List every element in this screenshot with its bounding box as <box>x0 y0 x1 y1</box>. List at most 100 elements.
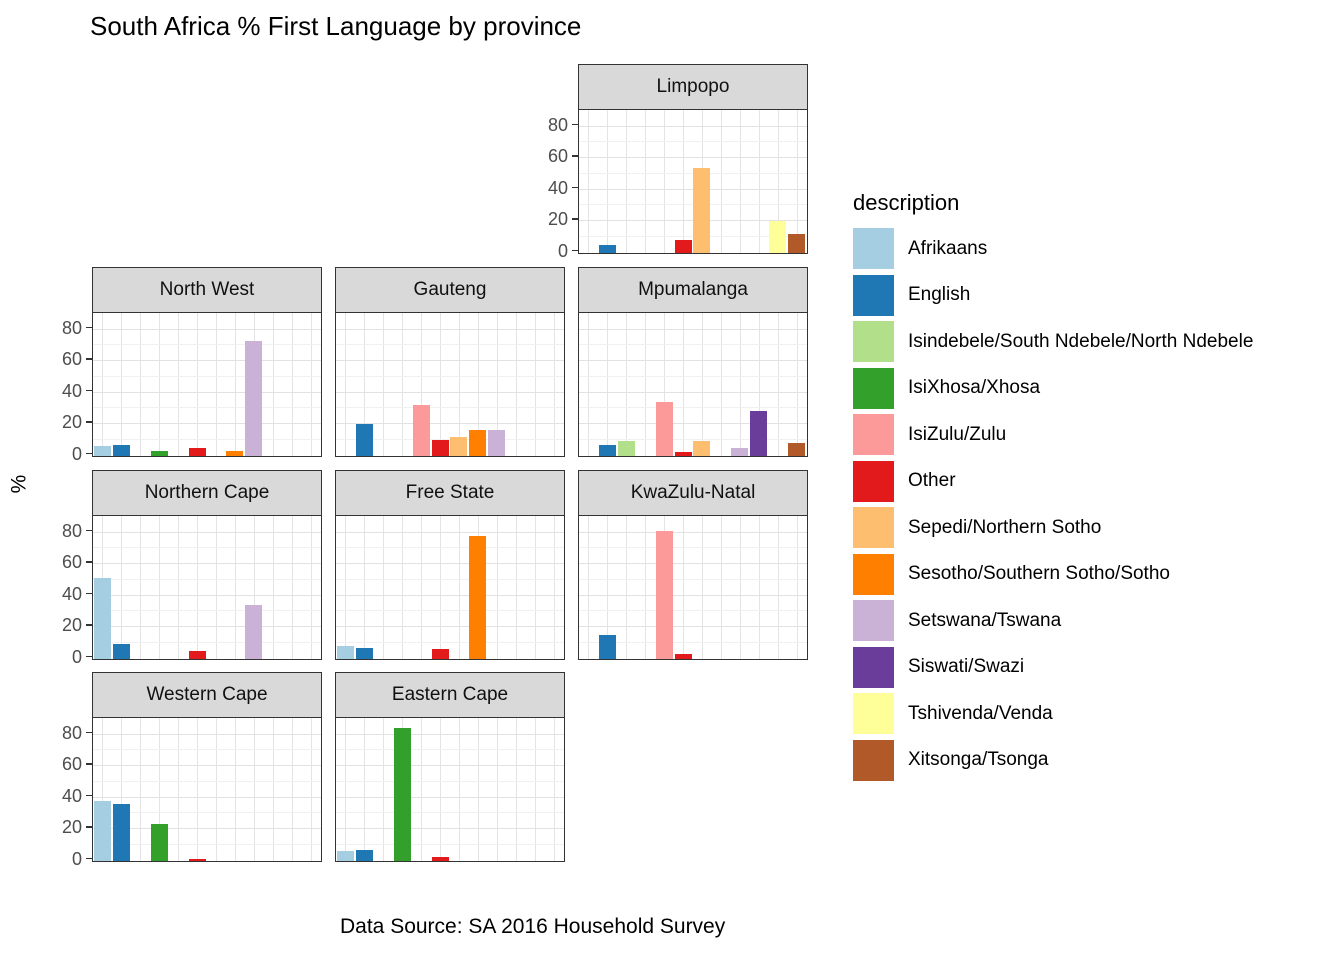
bar-other <box>674 239 692 253</box>
gridline-vertical <box>121 313 122 456</box>
gridline-major <box>579 391 807 393</box>
bar-setswana-tswana <box>245 340 263 456</box>
gridline-vertical <box>664 313 665 456</box>
facet-strip: North West <box>92 267 322 312</box>
facet-title: North West <box>159 279 255 300</box>
gridline-vertical <box>311 313 312 456</box>
gridline-minor <box>336 843 564 845</box>
gridline-vertical <box>554 313 555 456</box>
legend-entry-label: Siswati/Swazi <box>908 656 1025 677</box>
facet-title: Limpopo <box>656 76 730 97</box>
gridline-vertical <box>344 718 346 861</box>
bar-setswana-tswana <box>488 430 506 456</box>
gridline-vertical <box>607 110 608 253</box>
gridline-major <box>579 626 807 628</box>
facet-panel <box>92 717 322 862</box>
bar-other <box>188 447 206 456</box>
legend-entry-english: English <box>853 274 1253 316</box>
y-tick-mark <box>86 561 92 563</box>
gridline-vertical <box>645 516 646 659</box>
gridline-vertical <box>272 313 274 456</box>
bar-english <box>598 634 616 659</box>
legend-entry-siswati-swazi: Siswati/Swazi <box>853 646 1253 688</box>
bar-isindebele-south-ndebele-north-ndebele <box>617 441 635 456</box>
gridline-vertical <box>797 313 798 456</box>
gridline-minor <box>93 843 321 845</box>
gridline-major <box>336 531 564 533</box>
gridline-major <box>336 765 564 767</box>
gridline-minor <box>93 641 321 643</box>
legend-entry-sesotho-southern-sotho-sotho: Sesotho/Southern Sotho/Sotho <box>853 553 1253 595</box>
chart-caption: Data Source: SA 2016 Household Survey <box>340 915 726 938</box>
bar-other <box>674 452 692 456</box>
gridline-major <box>93 594 321 596</box>
gridline-major <box>579 157 807 159</box>
gridline-vertical <box>344 313 346 456</box>
gridline-major <box>336 733 564 735</box>
gridline-major <box>579 423 807 425</box>
y-tick-mark <box>86 826 92 828</box>
legend-swatch <box>853 600 894 641</box>
gridline-major <box>579 531 807 533</box>
facet-title: Mpumalanga <box>638 279 748 300</box>
gridline-vertical <box>196 313 198 456</box>
gridline-vertical <box>364 516 365 659</box>
legend-entry-isizulu-zulu: IsiZulu/Zulu <box>853 414 1253 455</box>
gridline-vertical <box>515 718 517 861</box>
facet-northern-cape: Northern Cape 0 20 40 60 80 <box>62 470 322 666</box>
y-tick-label: 0 <box>557 240 568 261</box>
gridline-vertical <box>216 516 217 659</box>
y-tick-label: 0 <box>71 848 82 869</box>
gridline-vertical <box>758 110 760 253</box>
legend-swatch <box>853 646 894 688</box>
gridline-vertical <box>587 313 589 456</box>
facet-title: Free State <box>405 482 495 503</box>
gridline-vertical <box>421 313 422 456</box>
gridline-vertical <box>778 516 779 659</box>
bar-english <box>598 244 616 253</box>
bar-isixhosa-xhosa <box>150 824 168 861</box>
bar-english <box>355 424 373 456</box>
gridline-vertical <box>626 110 627 253</box>
legend-entry-label: English <box>908 284 971 305</box>
bar-sesotho-southern-sotho-sotho <box>469 430 487 456</box>
gridline-vertical <box>758 313 760 456</box>
gridline-vertical <box>235 313 236 456</box>
gridline-vertical <box>740 516 741 659</box>
y-tick-mark <box>86 452 92 455</box>
bar-other <box>188 650 206 659</box>
gridline-vertical <box>101 313 103 456</box>
y-tick-label: 40 <box>61 380 82 401</box>
gridline-minor <box>579 641 807 643</box>
gridline-vertical <box>515 313 517 456</box>
facet-kwazulu-natal: KwaZulu-Natal <box>578 470 808 660</box>
gridline-vertical <box>140 516 141 659</box>
gridline-minor <box>336 641 564 643</box>
gridline-major <box>93 796 321 798</box>
gridline-minor <box>93 812 321 814</box>
y-tick-mark <box>86 763 92 765</box>
gridline-minor <box>93 407 321 409</box>
y-tick-mark <box>572 123 578 126</box>
bar-isizulu-zulu <box>412 405 430 456</box>
y-tick-label: 20 <box>61 412 82 433</box>
gridline-major <box>93 765 321 767</box>
gridline-vertical <box>178 718 179 861</box>
gridline-minor <box>579 547 807 549</box>
gridline-vertical <box>626 313 627 456</box>
gridline-vertical <box>626 516 627 659</box>
facet-limpopo: Limpopo 0 20 40 60 80 <box>548 64 808 260</box>
gridline-minor <box>579 375 807 377</box>
legend-entry-afrikaans: Afrikaans <box>853 228 1253 269</box>
bar-isizulu-zulu <box>655 531 673 659</box>
gridline-vertical <box>196 718 198 861</box>
legend-entry-label: IsiZulu/Zulu <box>908 423 1007 445</box>
gridline-vertical <box>439 313 441 456</box>
facet-strip: Eastern Cape <box>335 672 565 717</box>
gridline-minor <box>93 438 321 440</box>
legend-entry-other: Other <box>853 460 1253 502</box>
facet-panel <box>578 109 808 254</box>
gridline-minor <box>579 438 807 440</box>
gridline-minor <box>336 407 564 409</box>
gridline-vertical <box>682 110 684 253</box>
